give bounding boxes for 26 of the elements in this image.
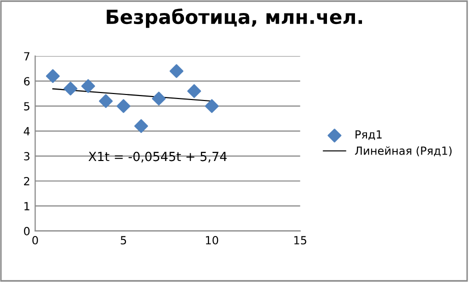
point — [116, 99, 130, 113]
legend-label: Линейная (Ряд1) — [354, 146, 452, 156]
y-tick-label: 2 — [24, 176, 30, 186]
chart-title: Безработица, млн.чел. — [106, 8, 362, 28]
point — [170, 64, 184, 78]
x-tick-label: 15 — [294, 236, 306, 244]
legend-label: Ряд1 — [356, 130, 382, 140]
annotation: X1t = -0,0545t + 5,74 — [88, 152, 227, 162]
y-tick-label: 6 — [24, 77, 30, 86]
point — [152, 92, 166, 106]
point — [204, 99, 219, 113]
y-tick-label: 4 — [24, 127, 30, 136]
y-tick-label: 1 — [24, 202, 30, 210]
y-tick-label: 0 — [24, 226, 30, 236]
point — [98, 94, 113, 108]
y-tick-label: 5 — [24, 102, 30, 110]
x-tick-label: 0 — [32, 236, 38, 244]
point — [187, 84, 202, 98]
point — [134, 119, 148, 133]
x-tick-label: 10 — [206, 236, 218, 244]
y-tick-label: 3 — [24, 152, 30, 160]
point — [46, 69, 60, 84]
point — [64, 82, 78, 96]
y-tick-label: 7 — [24, 52, 30, 60]
x-tick-label: 5 — [120, 236, 126, 244]
point — [81, 79, 96, 93]
